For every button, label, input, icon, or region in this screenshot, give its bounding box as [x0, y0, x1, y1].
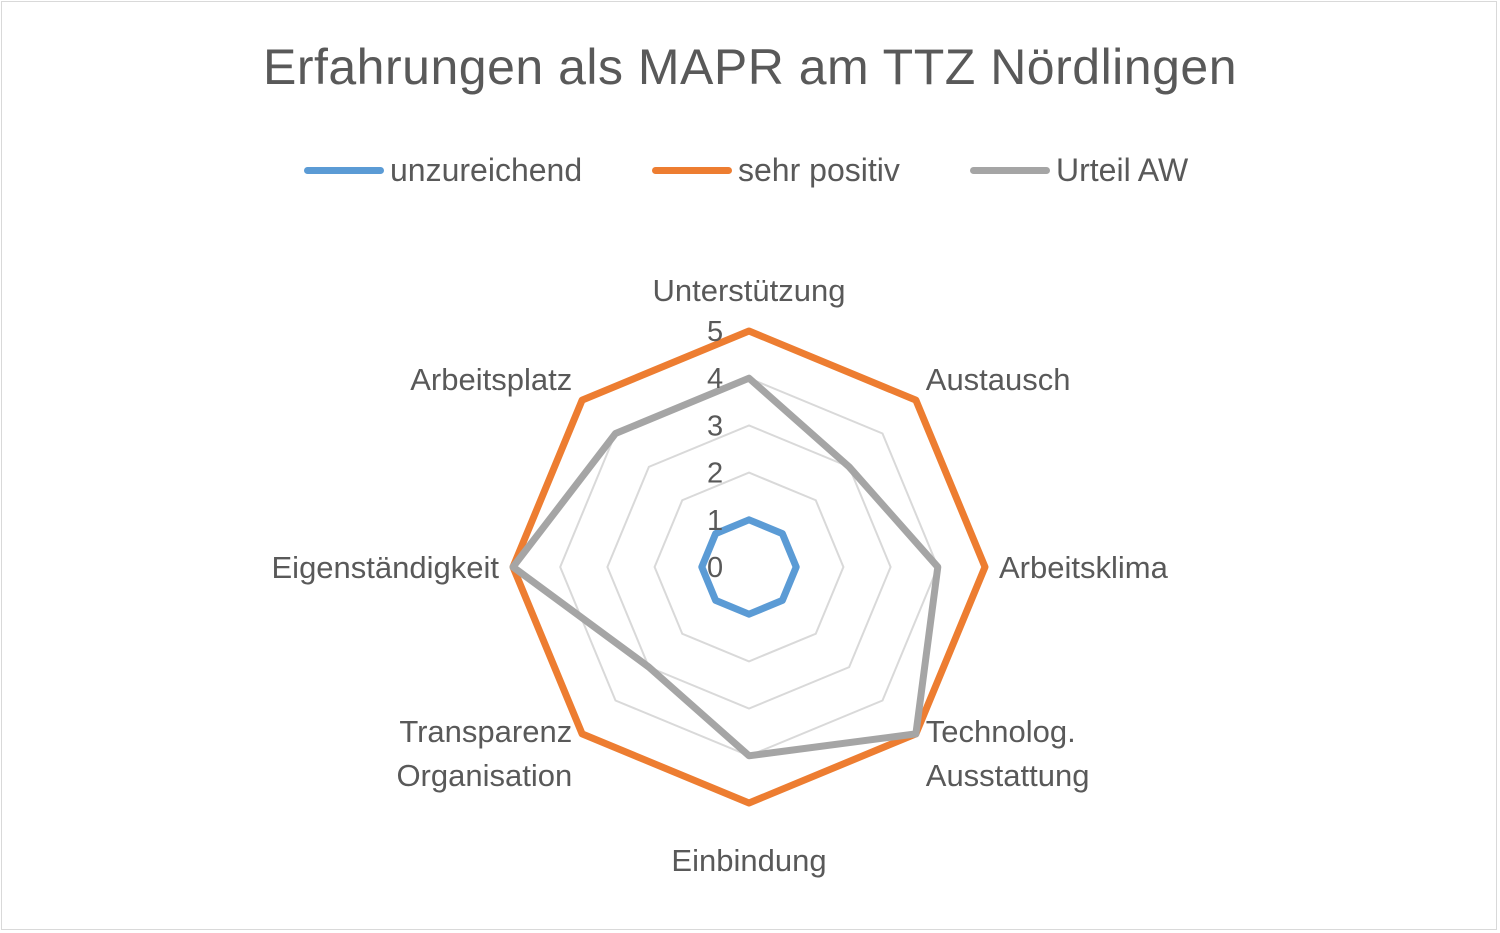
series-line-1: [509, 327, 989, 807]
category-label-2: Arbeitsklima: [999, 550, 1169, 585]
category-label-line-2-0: Arbeitsklima: [999, 550, 1169, 585]
tick-label-2: 2: [707, 458, 723, 490]
legend-swatch-1: [652, 166, 732, 174]
grid-ring-2: [653, 471, 845, 663]
category-label-line-4-0: Einbindung: [671, 843, 826, 878]
category-label-line-0-0: Unterstützung: [653, 273, 846, 308]
category-label-line-3-1: Ausstattung: [926, 758, 1090, 793]
tick-label-1: 1: [707, 505, 723, 537]
legend-label-1: sehr positiv: [738, 151, 900, 188]
legend-item-2: Urteil AW: [970, 150, 1188, 190]
category-label-7: Arbeitsplatz: [410, 362, 572, 397]
category-label-4: Einbindung: [671, 843, 826, 878]
category-label-line-5-1: Organisation: [396, 758, 572, 793]
category-label-0: Unterstützung: [653, 273, 846, 308]
legend-item-1: sehr positiv: [652, 150, 900, 190]
legend-swatch-0: [304, 166, 384, 174]
series-line-0: [698, 516, 800, 618]
category-label-line-5-0: Transparenz: [399, 714, 572, 749]
legend-label-0: unzureichend: [390, 151, 583, 188]
legend-label-2: Urteil AW: [1056, 151, 1189, 188]
series-line-2: [509, 374, 942, 760]
legend-swatch-2: [970, 166, 1050, 174]
grid-ring-3: [606, 424, 892, 710]
category-label-line-7-0: Arbeitsplatz: [410, 362, 572, 397]
category-label-line-1-0: Austausch: [926, 362, 1071, 397]
category-label-line-3-0: Technolog.: [926, 714, 1076, 749]
tick-label-3: 3: [707, 410, 723, 442]
tick-label-0: 0: [707, 552, 723, 584]
category-label-line-6-0: Eigenständigkeit: [272, 550, 500, 585]
category-label-1: Austausch: [926, 362, 1071, 397]
chart-title: Erfahrungen als MAPR am TTZ Nördlingen: [262, 39, 1238, 95]
category-label-5: Transparenz Organisation: [396, 714, 572, 793]
tick-label-5: 5: [707, 316, 723, 348]
category-label-6: Eigenständigkeit: [272, 550, 500, 585]
legend-item-0: unzureichend: [304, 150, 582, 190]
legend: unzureichend sehr positiv Urteil AW: [0, 150, 1500, 190]
tick-label-4: 4: [707, 363, 723, 395]
category-label-3: Technolog. Ausstattung: [926, 714, 1090, 793]
